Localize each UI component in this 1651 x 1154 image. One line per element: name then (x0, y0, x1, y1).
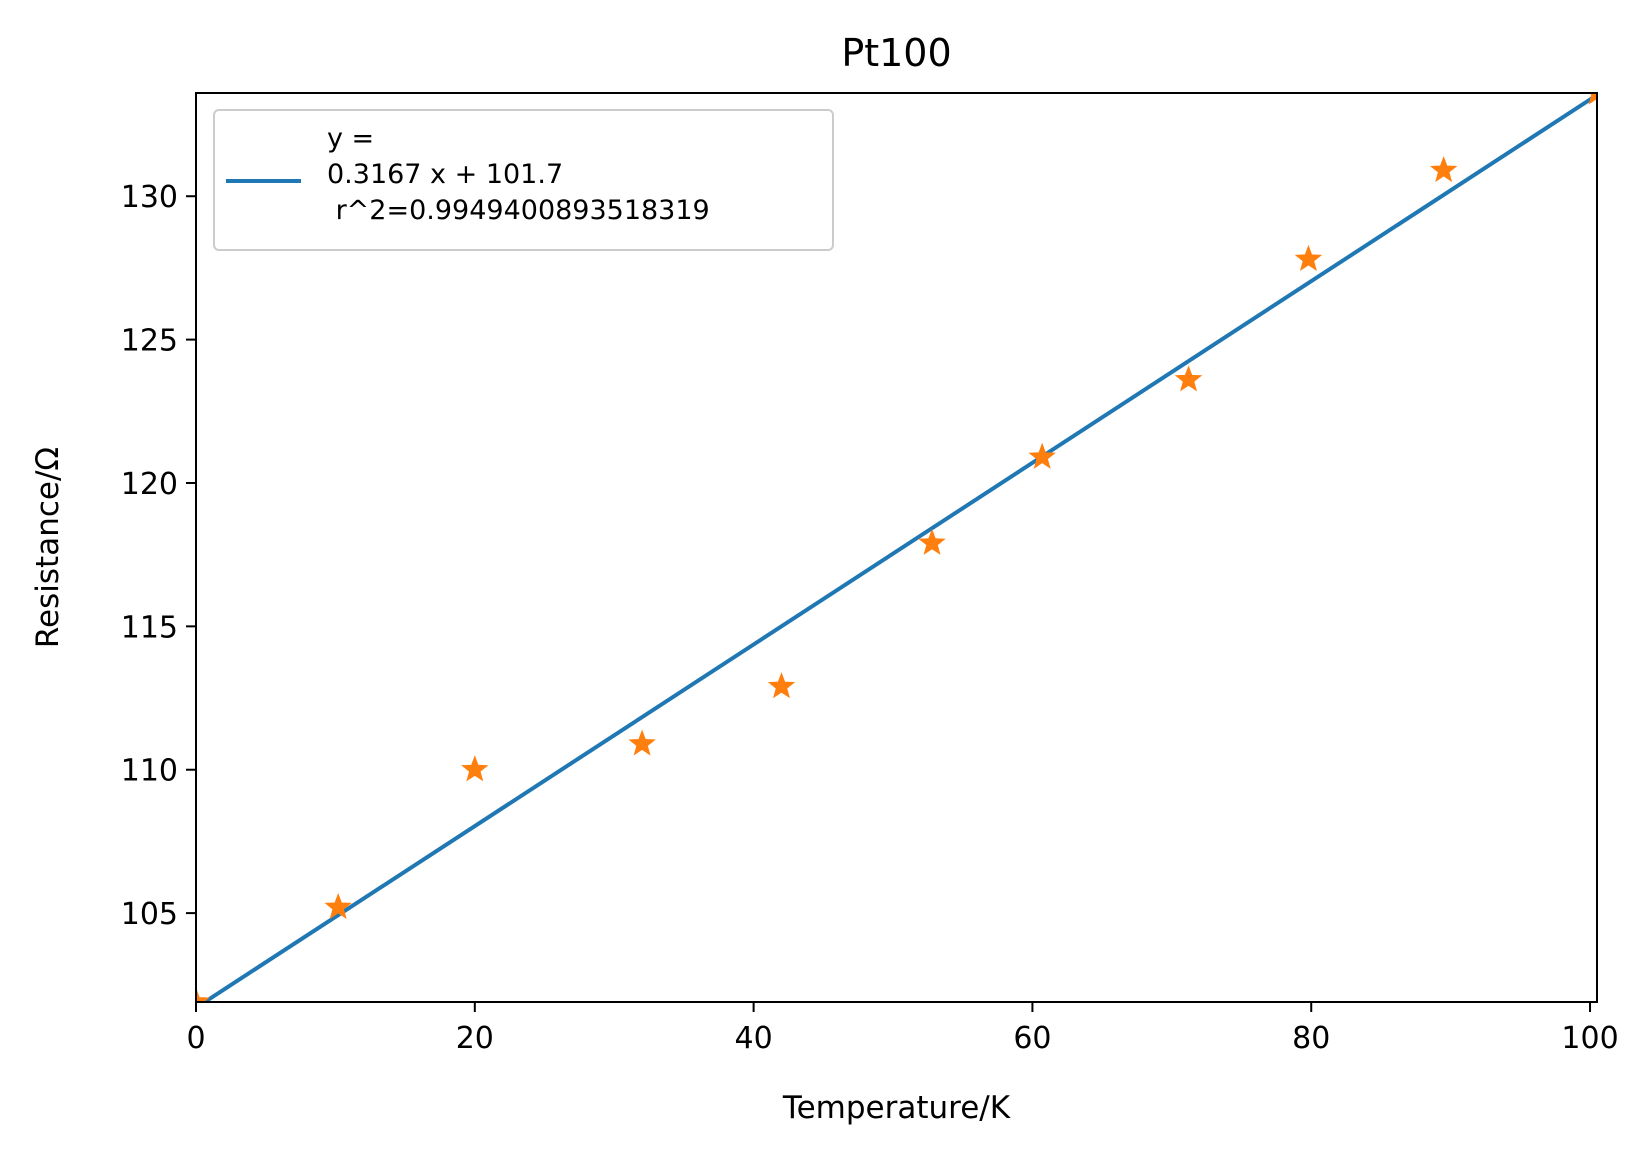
legend-line-1: y = (327, 123, 374, 154)
data-point (196, 987, 210, 1002)
data-point (1028, 442, 1056, 469)
y-tick-label: 105 (121, 897, 178, 932)
y-axis: 105 110 115 120 125 130 (121, 180, 196, 932)
legend: y = 0.3167 x + 101.7 r^2=0.9949400893518… (213, 109, 834, 251)
data-point (1588, 93, 1597, 105)
y-tick-label: 130 (121, 180, 178, 215)
x-axis: 0 20 40 60 80 100 (186, 1002, 1619, 1056)
x-tick-label: 60 (1013, 1021, 1051, 1056)
data-point (1429, 155, 1458, 183)
y-tick-label: 120 (121, 467, 178, 502)
x-tick-label: 40 (735, 1021, 773, 1056)
data-point (918, 528, 946, 555)
data-point (324, 892, 352, 920)
data-point (461, 755, 489, 782)
y-tick-label: 125 (121, 324, 178, 359)
data-point (1294, 244, 1323, 271)
x-tick-label: 0 (186, 1021, 205, 1056)
data-point (628, 729, 656, 756)
plot-frame (195, 92, 1598, 1003)
legend-box (213, 109, 834, 251)
fit-line (201, 93, 1597, 1002)
data-point (1174, 365, 1203, 392)
y-tick-label: 110 (121, 754, 178, 789)
x-axis-label: Temperature/K (782, 1090, 1011, 1126)
x-tick-label: 80 (1292, 1021, 1330, 1056)
y-axis-label: Resistance/Ω (30, 447, 66, 648)
data-point (767, 672, 796, 699)
legend-line-3: r^2=0.9949400893518319 (327, 195, 710, 226)
x-tick-label: 100 (1561, 1021, 1618, 1056)
y-tick-label: 115 (121, 610, 178, 645)
legend-line-2: 0.3167 x + 101.7 (327, 159, 563, 190)
x-tick-label: 20 (456, 1021, 494, 1056)
data-layer (196, 93, 1597, 1002)
chart-title: Pt100 (841, 31, 951, 75)
